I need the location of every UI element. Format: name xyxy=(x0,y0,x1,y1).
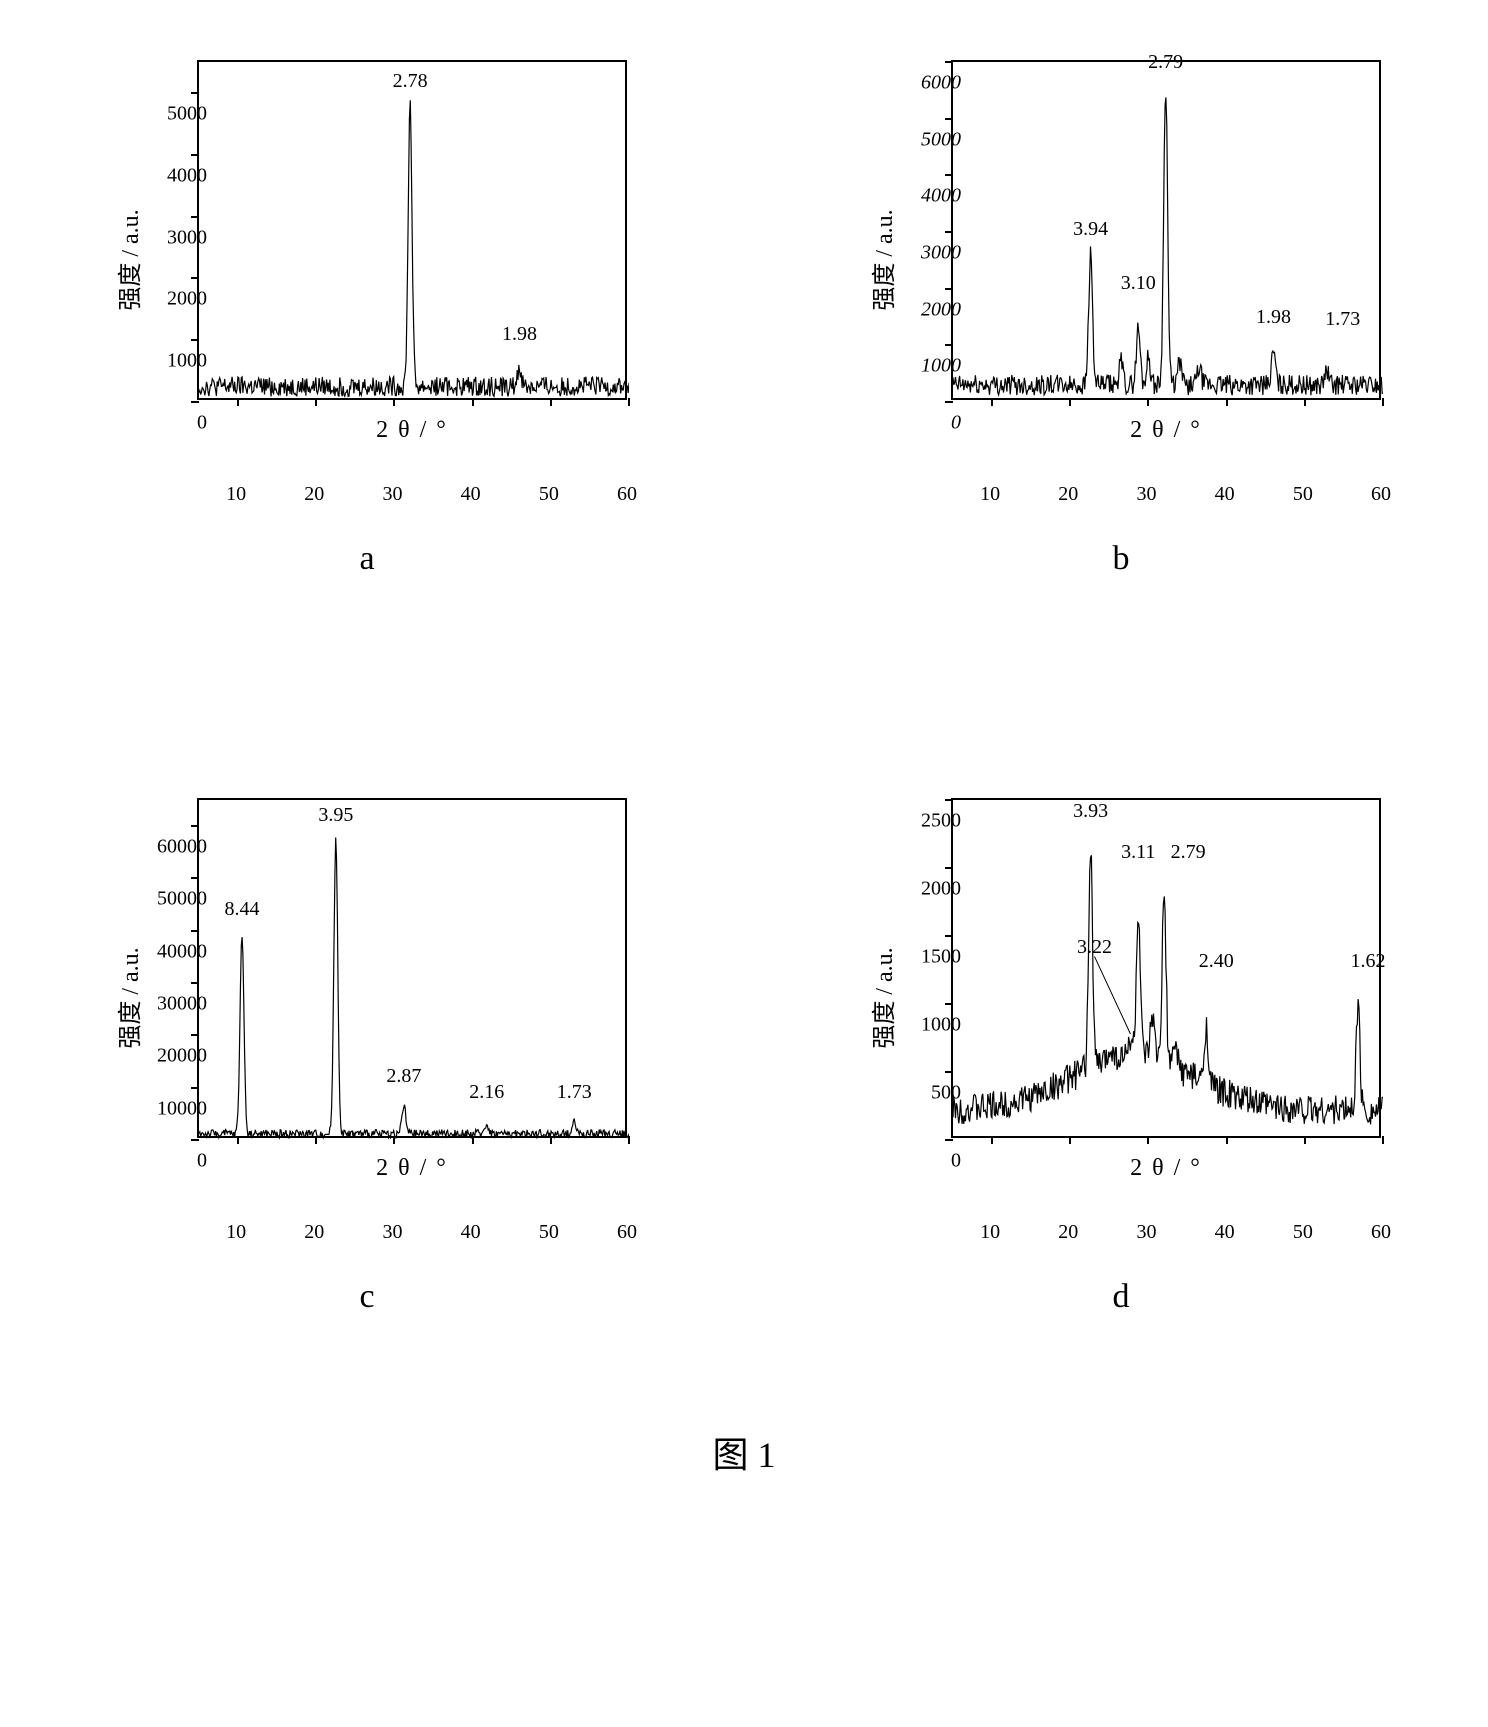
xrd-trace xyxy=(953,800,1383,1140)
x-axis-label: 2 θ / ° xyxy=(376,1155,448,1182)
ytick-label: 1000 xyxy=(881,355,961,378)
ytick-label: 30000 xyxy=(127,993,207,1016)
ytick-label: 3000 xyxy=(127,226,207,249)
peak-label: 3.95 xyxy=(318,804,353,827)
xrd-trace xyxy=(953,62,1383,402)
xtick-label: 10 xyxy=(226,1221,246,1244)
figure-caption: 图 1 xyxy=(60,1426,1428,1478)
ytick-label: 50000 xyxy=(127,888,207,911)
xtick-label: 30 xyxy=(1136,1221,1156,1244)
ytick-label: 60000 xyxy=(127,836,207,859)
ytick-label: 1000 xyxy=(127,350,207,373)
peak-label: 2.79 xyxy=(1148,51,1183,74)
ytick-label: 10000 xyxy=(127,1097,207,1120)
plot-area: 2 θ / °2.781.98 xyxy=(197,60,627,400)
xtick-label: 40 xyxy=(461,1221,481,1244)
xtick-label: 50 xyxy=(539,1221,559,1244)
peak-label: 3.93 xyxy=(1073,800,1108,823)
panel-label-d: d xyxy=(1113,1278,1130,1316)
xtick-label: 40 xyxy=(1215,483,1235,506)
ytick-label: 2000 xyxy=(881,298,961,321)
panel-c: 强度 / a.u.0100002000030000400005000060000… xyxy=(60,778,674,1316)
ytick-label: 3000 xyxy=(881,242,961,265)
panel-label-a: a xyxy=(359,540,374,578)
ytick-label: 1000 xyxy=(881,1014,961,1037)
panel-d: 强度 / a.u.0500100015002000250010203040506… xyxy=(814,778,1428,1316)
plot-area: 2 θ / °3.943.102.791.981.73 xyxy=(951,60,1381,400)
peak-label: 2.87 xyxy=(386,1065,421,1088)
xtick-label: 40 xyxy=(1215,1221,1235,1244)
peak-label: 3.10 xyxy=(1121,272,1156,295)
panel-b: 强度 / a.u.0100020003000400050006000102030… xyxy=(814,40,1428,578)
xtick-label: 60 xyxy=(617,483,637,506)
ytick-label: 5000 xyxy=(881,128,961,151)
xtick-label: 20 xyxy=(1058,1221,1078,1244)
peak-label: 1.98 xyxy=(1256,306,1291,329)
xtick-label: 20 xyxy=(1058,483,1078,506)
xtick-label: 50 xyxy=(1293,483,1313,506)
xtick-label: 60 xyxy=(1371,483,1391,506)
ytick-label: 2000 xyxy=(881,878,961,901)
x-axis-label: 2 θ / ° xyxy=(1130,417,1202,444)
ytick-label: 0 xyxy=(127,1150,207,1173)
xrd-trace xyxy=(199,62,629,402)
peak-label: 1.62 xyxy=(1350,950,1385,973)
panel-label-b: b xyxy=(1113,540,1130,578)
peak-label: 1.98 xyxy=(502,323,537,346)
ytick-label: 4000 xyxy=(127,164,207,187)
peak-label: 8.44 xyxy=(225,898,260,921)
panel-label-c: c xyxy=(359,1278,374,1316)
xtick-label: 50 xyxy=(539,483,559,506)
ytick-label: 0 xyxy=(127,412,207,435)
ytick-label: 500 xyxy=(881,1082,961,1105)
xtick-label: 30 xyxy=(382,1221,402,1244)
ytick-label: 4000 xyxy=(881,185,961,208)
chart-d: 强度 / a.u.0500100015002000250010203040506… xyxy=(841,778,1401,1218)
peak-label: 2.16 xyxy=(469,1081,504,1104)
peak-label: 2.78 xyxy=(393,70,428,93)
peak-label: 2.40 xyxy=(1199,950,1234,973)
xtick-label: 30 xyxy=(382,483,402,506)
x-axis-label: 2 θ / ° xyxy=(376,417,448,444)
xtick-label: 60 xyxy=(617,1221,637,1244)
peak-label: 3.22 xyxy=(1077,936,1112,959)
xtick-label: 20 xyxy=(304,483,324,506)
ytick-label: 6000 xyxy=(881,72,961,95)
ytick-label: 1500 xyxy=(881,946,961,969)
peak-label: 1.73 xyxy=(1325,308,1360,331)
figure-grid: 强度 / a.u.0100020003000400050001020304050… xyxy=(60,40,1428,1316)
peak-label: 1.73 xyxy=(557,1081,592,1104)
chart-a: 强度 / a.u.0100020003000400050001020304050… xyxy=(87,40,647,480)
ytick-label: 5000 xyxy=(127,102,207,125)
plot-area: 2 θ / °8.443.952.872.161.73 xyxy=(197,798,627,1138)
xtick-label: 20 xyxy=(304,1221,324,1244)
ytick-label: 2000 xyxy=(127,288,207,311)
peak-label: 2.79 xyxy=(1171,841,1206,864)
panel-a: 强度 / a.u.0100020003000400050001020304050… xyxy=(60,40,674,578)
xtick-label: 10 xyxy=(226,483,246,506)
plot-area: 2 θ / °3.933.223.112.792.401.62 xyxy=(951,798,1381,1138)
peak-label: 3.11 xyxy=(1121,841,1155,864)
chart-c: 强度 / a.u.0100002000030000400005000060000… xyxy=(87,778,647,1218)
chart-b: 强度 / a.u.0100020003000400050006000102030… xyxy=(841,40,1401,480)
ytick-label: 40000 xyxy=(127,940,207,963)
xtick-label: 10 xyxy=(980,483,1000,506)
x-axis-label: 2 θ / ° xyxy=(1130,1155,1202,1182)
ytick-label: 20000 xyxy=(127,1045,207,1068)
xtick-label: 60 xyxy=(1371,1221,1391,1244)
xtick-label: 10 xyxy=(980,1221,1000,1244)
ytick-label: 2500 xyxy=(881,810,961,833)
xtick-label: 30 xyxy=(1136,483,1156,506)
peak-label: 3.94 xyxy=(1073,218,1108,241)
ytick-label: 0 xyxy=(881,1150,961,1173)
xtick-label: 50 xyxy=(1293,1221,1313,1244)
ytick-label: 0 xyxy=(881,412,961,435)
xtick-label: 40 xyxy=(461,483,481,506)
